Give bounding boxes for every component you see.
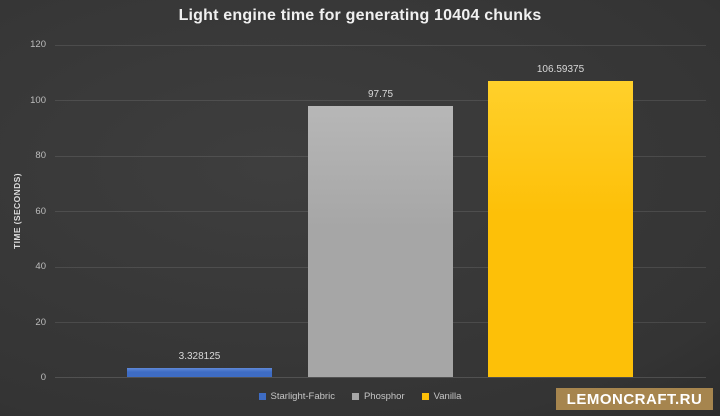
y-axis-tick-label-20: 20 [35,316,46,328]
legend-label-starlight-fabric: Starlight-Fabric [270,391,335,402]
bar-group-starlight-fabric: 3.328125 [127,45,272,378]
legend-item-vanilla: Vanilla [421,391,462,402]
bar-group-vanilla: 106.59375 [488,45,633,378]
watermark-badge: LEMONCRAFT.RU [556,388,713,410]
gridline-100 [55,100,706,101]
y-axis-tick-label-100: 100 [30,94,46,106]
legend-item-starlight-fabric: Starlight-Fabric [258,391,335,402]
legend: Starlight-Fabric Phosphor Vanilla [0,389,720,404]
legend-swatch-phosphor [351,393,359,400]
legend-swatch-vanilla [421,393,429,400]
y-axis-tick-label-40: 40 [35,261,46,272]
y-axis-tick-labels: 0 20 40 60 80 100 120 [0,39,46,383]
legend-label-phosphor: Phosphor [363,391,405,402]
chart-title: Light engine time for generating 10404 c… [178,7,542,24]
y-axis-tick-label-0: 0 [40,372,46,383]
bar-value-label-vanilla: 106.59375 [536,64,585,76]
bar-value-label-phosphor: 97.75 [367,88,394,100]
bar-group-phosphor: 97.75 [308,45,453,378]
y-axis-tick-label-80: 80 [35,150,46,161]
legend-label-vanilla: Vanilla [433,391,462,402]
y-axis-tick-label-120: 120 [30,39,46,50]
bar-value-label-starlight-fabric: 3.328125 [178,350,221,362]
gridline-0 [55,377,706,378]
gridline-120 [55,45,706,46]
legend-swatch-starlight-fabric [258,393,266,400]
bar-rect-phosphor [308,105,453,377]
legend-item-phosphor: Phosphor [351,391,405,402]
y-axis-tick-label-60: 60 [35,205,46,217]
bar-rect-starlight-fabric [127,367,272,377]
plot-area: 3.328125 97.75 106.59375 [55,45,706,378]
bar-rect-vanilla [488,81,633,377]
